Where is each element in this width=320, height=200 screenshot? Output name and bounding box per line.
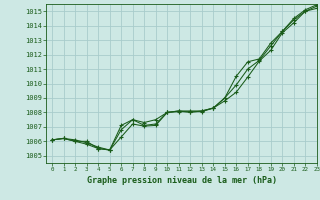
X-axis label: Graphe pression niveau de la mer (hPa): Graphe pression niveau de la mer (hPa) [87,176,276,185]
